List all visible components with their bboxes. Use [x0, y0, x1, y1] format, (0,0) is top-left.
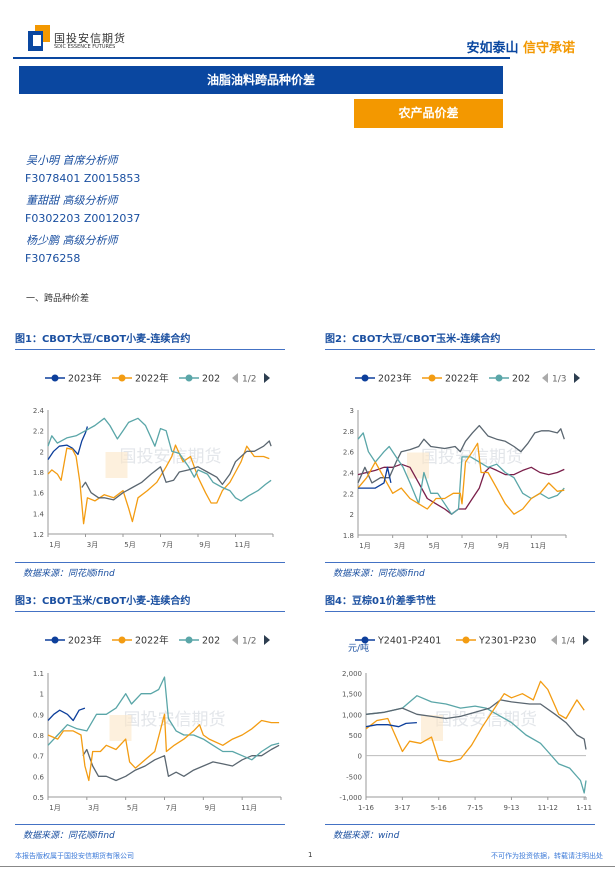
category-tag: 农产品价差 [354, 99, 503, 128]
author-name: 吴小明 首席分析师 [26, 154, 118, 167]
footer-divider [0, 866, 615, 867]
chart-title-divider [15, 611, 285, 612]
chart-title: 图1：CBOT大豆/CBOT小麦-连续合约 [15, 334, 191, 345]
author-name: 杨少鹏 高级分析师 [26, 234, 118, 247]
header-divider [13, 57, 510, 59]
page-number: 1 [308, 851, 313, 859]
chart-source-divider [15, 824, 285, 825]
chart-title-divider [325, 611, 595, 612]
section-heading: 一、跨品种价差 [26, 294, 90, 304]
chart-figure-1: 图1：CBOT大豆/CBOT小麦-连续合约 数据来源：同花顺ifind [15, 330, 287, 579]
logo-subtext: SDIC ESSENCE FUTURES [54, 44, 116, 50]
logo-text: 国投安信期货 [54, 32, 126, 45]
chart-source: 数据来源：同花顺ifind [23, 831, 115, 841]
footer-disclaimer: 不可作为投资依据，转载请注明出处 [491, 852, 603, 860]
chart-title-divider [325, 349, 595, 350]
slogan-part-b: 信守承诺 [522, 41, 575, 56]
author-code: F3078401 Z0015853 [25, 172, 141, 185]
chart-source-divider [325, 562, 595, 563]
chart-figure-2: 图2：CBOT大豆/CBOT玉米-连续合约 数据来源：同花顺ifind [325, 330, 600, 579]
slogan-part-a: 安如泰山 [466, 41, 519, 56]
author-name: 董甜甜 高级分析师 [26, 194, 118, 207]
chart-source-divider [15, 562, 285, 563]
chart-source-divider [325, 824, 595, 825]
chart-source: 数据来源：wind [333, 831, 400, 841]
chart-title: 图4：豆棕01价差季节性 [325, 596, 436, 607]
author-code: F0302203 Z0012037 [25, 212, 141, 225]
chart-title: 图2：CBOT大豆/CBOT玉米-连续合约 [325, 334, 501, 345]
footer-copyright: 本报告版权属于国投安信期货有限公司 [15, 852, 134, 860]
chart-figure-3: 图3：CBOT玉米/CBOT小麦-连续合约 数据来源：同花顺ifind [15, 592, 287, 841]
author-code: F3076258 [25, 252, 81, 265]
logo-icon [28, 25, 50, 51]
chart-source: 数据来源：同花顺ifind [23, 569, 115, 579]
chart-source: 数据来源：同花顺ifind [333, 569, 425, 579]
chart-title-divider [15, 349, 285, 350]
chart-title: 图3：CBOT玉米/CBOT小麦-连续合约 [15, 596, 191, 607]
slogan: 安如泰山 信守承诺 [466, 37, 575, 56]
chart-figure-4: 图4：豆棕01价差季节性 数据来源：wind [325, 592, 600, 841]
report-title: 油脂油料跨品种价差 [19, 66, 503, 94]
